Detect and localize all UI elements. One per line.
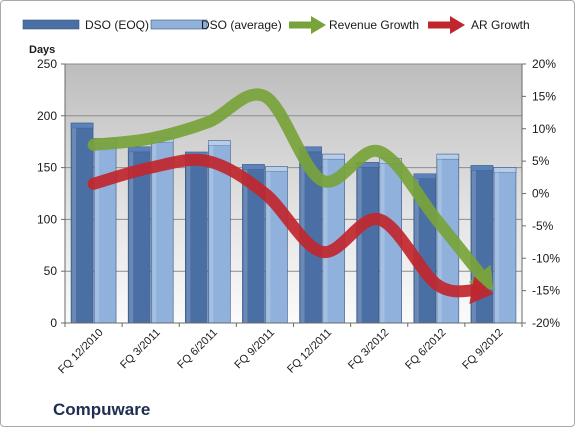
x-tick-label: FQ 12/2010 bbox=[56, 327, 106, 377]
legend-item: DSO (EOQ) bbox=[22, 18, 149, 32]
bar-dso-eoq bbox=[70, 122, 94, 324]
x-tick-label: FQ 3/2011 bbox=[118, 327, 163, 372]
legend-swatch bbox=[22, 19, 80, 30]
bar-dso-average bbox=[93, 138, 117, 324]
legend-item: AR Growth bbox=[428, 16, 530, 34]
x-tick-label: FQ 3/2012 bbox=[346, 327, 391, 372]
x-tick-label: FQ 6/2011 bbox=[175, 327, 220, 372]
y-tick-label: 200 bbox=[37, 109, 57, 123]
company-name: Compuware bbox=[53, 400, 150, 419]
legend-swatch bbox=[150, 19, 208, 30]
legend-arrowhead bbox=[311, 16, 326, 34]
growth-lines bbox=[87, 88, 494, 304]
legend-arrowhead bbox=[450, 16, 465, 34]
legend-item: DSO (average) bbox=[150, 18, 282, 32]
legend: DSO (EOQ) DSO (average) Revenue Growth AR G… bbox=[22, 16, 530, 34]
y2-tick-label: 10% bbox=[532, 122, 556, 136]
bars bbox=[70, 122, 517, 324]
bar-dso-eoq bbox=[356, 162, 379, 324]
ar-growthline bbox=[87, 153, 494, 304]
y2-tick-label: -5% bbox=[532, 219, 554, 233]
y-tick-label: 50 bbox=[44, 264, 58, 278]
bar-dso-average bbox=[493, 167, 517, 324]
legend-label: AR Growth bbox=[471, 18, 530, 32]
bar-dso-eoq bbox=[127, 146, 151, 324]
y-tick-label: 150 bbox=[37, 161, 57, 175]
y2-tick-label: 5% bbox=[532, 154, 550, 168]
y2-tick-label: 15% bbox=[532, 89, 556, 103]
legend-label: DSO (EOQ) bbox=[85, 18, 149, 32]
bar-dso-average bbox=[322, 153, 345, 324]
x-tick-label: FQ 12/2011 bbox=[285, 327, 334, 376]
y2-tick-label: 0% bbox=[532, 187, 550, 201]
y-axis-title: Days bbox=[29, 44, 55, 56]
y2-tick-label: -15% bbox=[532, 284, 560, 298]
legend-item: Revenue Growth bbox=[289, 16, 419, 34]
y2-tick-label: -10% bbox=[532, 251, 560, 265]
y-tick-label: 100 bbox=[37, 212, 57, 226]
bar-dso-eoq bbox=[242, 164, 265, 324]
y-tick-label: 0 bbox=[50, 316, 57, 330]
legend-label: Revenue Growth bbox=[329, 18, 419, 32]
x-tick-label: FQ 9/2011 bbox=[232, 327, 277, 372]
x-tick-label: FQ 6/2012 bbox=[403, 327, 448, 372]
arrowhead bbox=[469, 276, 494, 304]
x-tick-label: FQ 9/2012 bbox=[460, 327, 505, 372]
y2-tick-label: 20% bbox=[532, 57, 556, 71]
y-tick-label: 250 bbox=[37, 57, 57, 71]
y2-tick-label: -20% bbox=[532, 316, 560, 330]
legend-label: DSO (average) bbox=[201, 18, 282, 32]
bar-dso-eoq bbox=[185, 151, 208, 324]
